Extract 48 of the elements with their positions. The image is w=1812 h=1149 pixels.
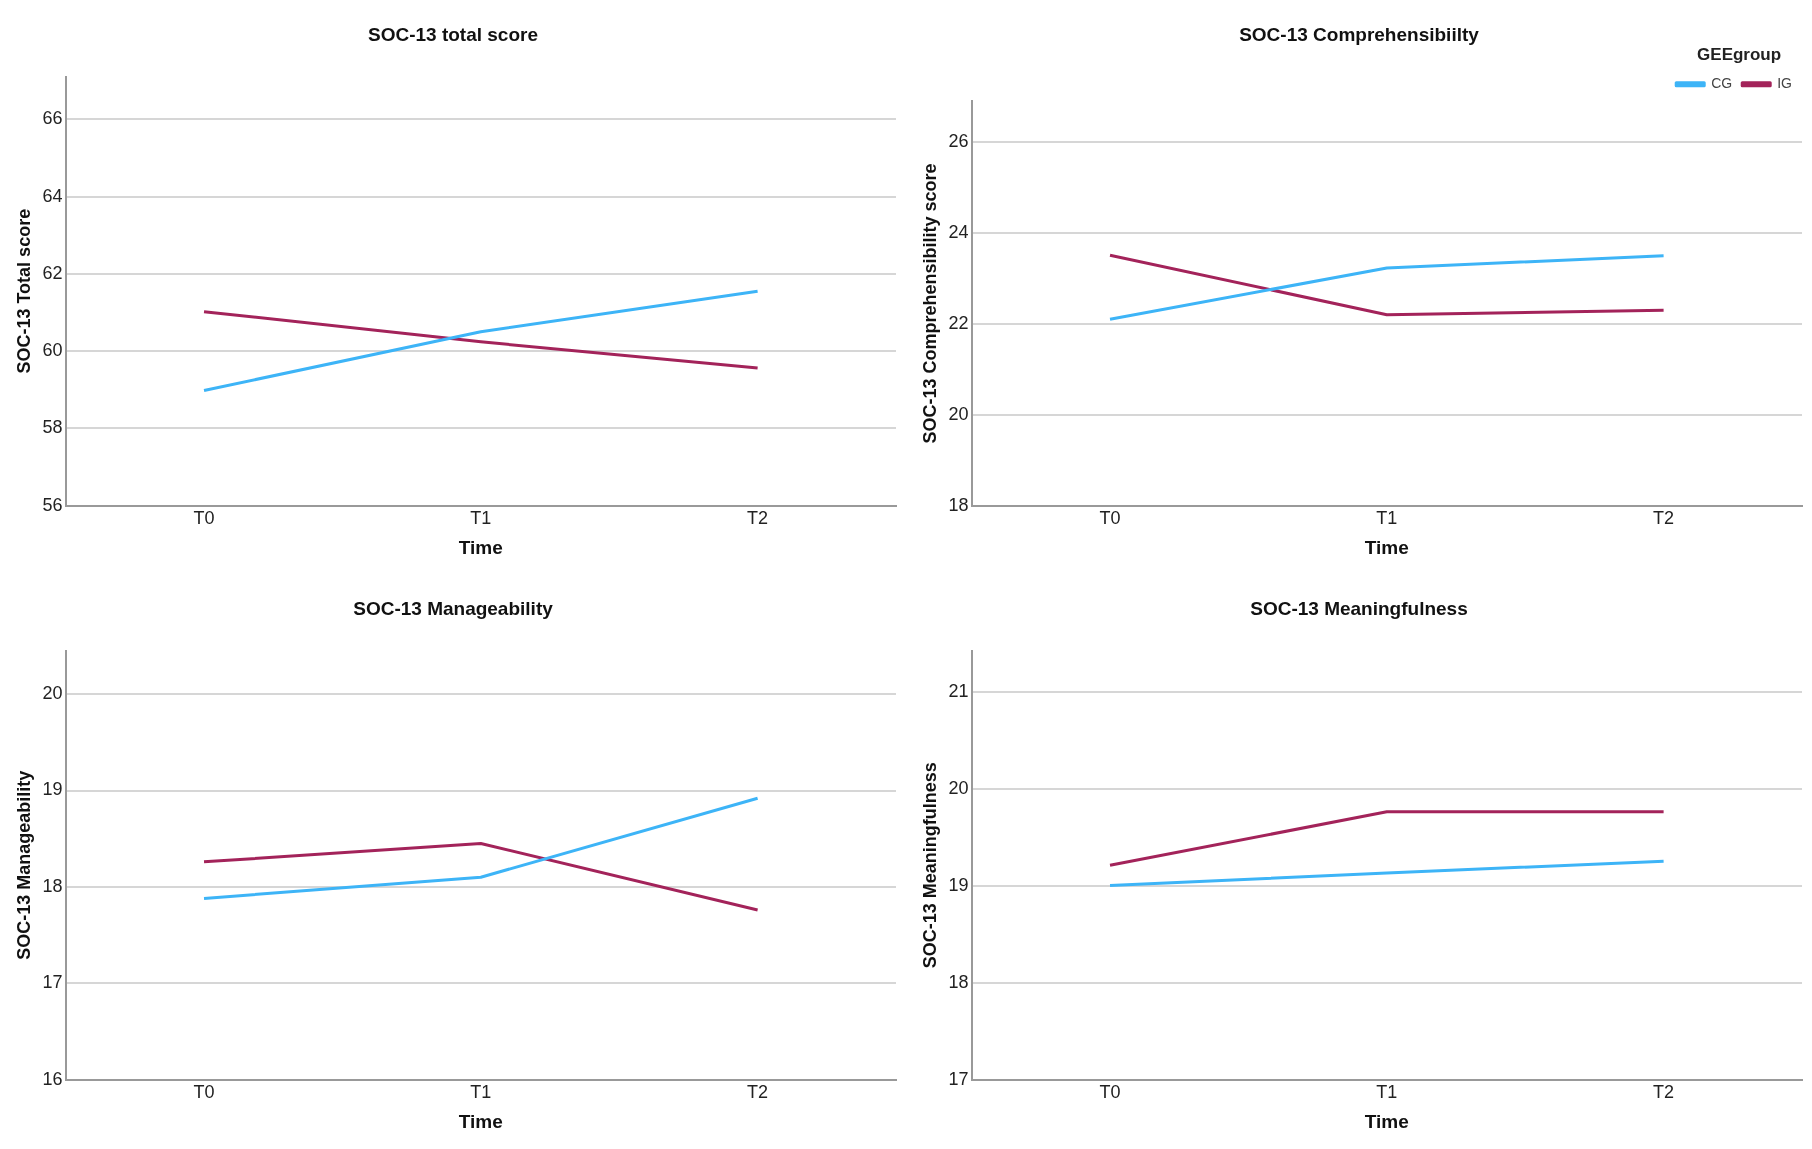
x-tick-label: T2 <box>747 1082 769 1103</box>
y-tick-label: 20 <box>948 777 969 798</box>
x-tick-label: T1 <box>1376 1082 1398 1103</box>
y-tick-label: 17 <box>42 972 63 993</box>
y-tick-label: 24 <box>948 221 969 242</box>
y-axis-title: SOC-13 Total score <box>13 208 34 374</box>
y-tick-label: 58 <box>42 417 63 438</box>
y-axis-title: SOC-13 Comprehensibility score <box>919 163 940 444</box>
x-axis-title: Time <box>1364 536 1409 558</box>
x-tick-label: T0 <box>1099 1082 1121 1103</box>
y-tick-label: 19 <box>948 874 969 895</box>
x-axis-title: Time <box>458 1110 503 1132</box>
legend-title: GEEgroup <box>1697 44 1782 64</box>
x-axis-title: Time <box>1364 1110 1409 1132</box>
x-tick-label: T1 <box>1376 508 1398 529</box>
y-tick-label: 19 <box>42 779 63 800</box>
chart-title: SOC-13 total score <box>368 23 538 45</box>
y-tick-label: 16 <box>42 1068 63 1089</box>
y-tick-label: 62 <box>42 262 63 283</box>
y-tick-label: 17 <box>948 1068 969 1089</box>
x-axis-title: Time <box>458 536 503 558</box>
chart-title: SOC-13 Comprehensibiilty <box>1239 23 1480 45</box>
x-tick-label: T0 <box>193 508 215 529</box>
y-tick-label: 18 <box>948 494 969 515</box>
y-tick-label: 20 <box>42 683 63 704</box>
y-tick-label: 26 <box>948 131 969 152</box>
x-tick-label: T2 <box>1653 1082 1675 1103</box>
x-tick-label: T2 <box>747 508 769 529</box>
x-tick-label: T1 <box>470 1082 492 1103</box>
y-tick-label: 18 <box>948 971 969 992</box>
x-tick-label: T2 <box>1653 508 1675 529</box>
x-tick-label: T0 <box>193 1082 215 1103</box>
y-tick-label: 56 <box>42 494 63 515</box>
y-tick-label: 20 <box>948 403 969 424</box>
y-tick-label: 22 <box>948 312 969 333</box>
legend-label: IG <box>1777 75 1792 92</box>
chart-title: SOC-13 Manageability <box>353 597 554 619</box>
chart-title: SOC-13 Meaningfulness <box>1250 597 1468 619</box>
x-tick-label: T0 <box>1099 508 1121 529</box>
y-tick-label: 18 <box>42 875 63 896</box>
y-tick-label: 21 <box>948 680 969 701</box>
y-tick-label: 66 <box>42 108 63 129</box>
y-tick-label: 64 <box>42 185 63 206</box>
legend-label: CG <box>1711 75 1733 92</box>
y-tick-label: 60 <box>42 340 63 361</box>
x-tick-label: T1 <box>470 508 492 529</box>
y-axis-title: SOC-13 Meaningfulness <box>919 762 940 969</box>
y-axis-title: SOC-13 Manageability <box>13 770 34 960</box>
